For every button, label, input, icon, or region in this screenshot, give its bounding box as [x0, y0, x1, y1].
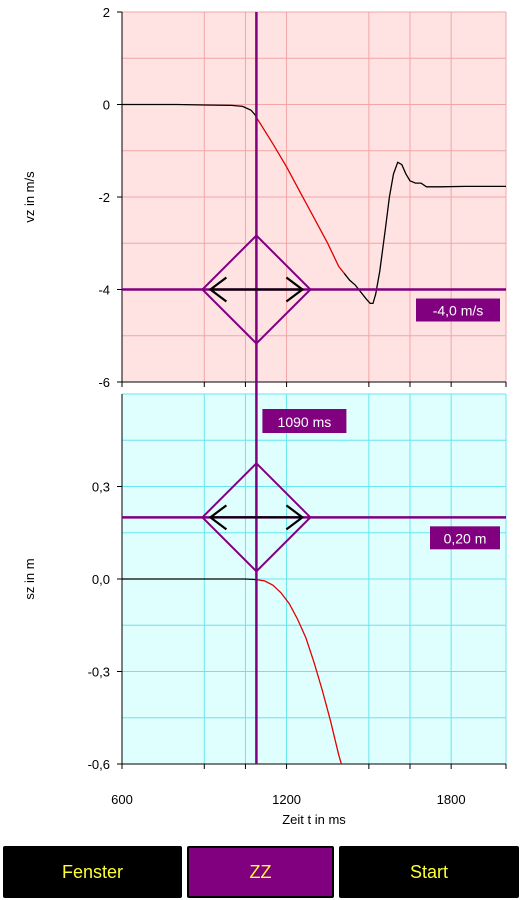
y-tick-label: -2 [98, 190, 110, 205]
velocity-drag-handle[interactable] [200, 234, 312, 345]
bottom-toolbar: Fenster ZZ Start [0, 843, 522, 900]
y-tick-label: 0 [103, 98, 110, 113]
measurement-cursors[interactable]: -4,0 m/s 0,20 m 1090 ms [122, 12, 506, 764]
y-tick-label: -4 [98, 283, 110, 298]
series-line-3 [343, 161, 506, 305]
x-tick-label: 1800 [437, 792, 466, 807]
series-line-2 [256, 578, 343, 765]
time-x-axis-label: Zeit t in ms [282, 812, 346, 827]
y-tick-label: 2 [103, 5, 110, 20]
x-tick-label: 600 [111, 792, 133, 807]
position-grid [121, 393, 507, 769]
position-series-group [122, 578, 343, 765]
velocity-series-group [122, 103, 506, 305]
position-value-badge [430, 526, 500, 550]
time-value-badge [262, 409, 347, 433]
y-tick-label: -0,3 [88, 665, 110, 680]
y-tick-label: -6 [98, 375, 110, 390]
velocity-panel: 2 0 -2 -4 -6 vz in m/s [22, 5, 507, 390]
position-y-axis-label: sz in m [22, 558, 37, 599]
series-line-2 [255, 117, 345, 274]
time-x-ticks: 600 1200 1800 [111, 792, 465, 807]
zz-button[interactable]: ZZ [187, 846, 334, 898]
position-value-label: 0,20 m [444, 530, 487, 546]
velocity-y-axis-label: vz in m/s [22, 171, 37, 223]
y-tick-label: -0,6 [88, 757, 110, 772]
fenster-button[interactable]: Fenster [3, 846, 182, 898]
velocity-y-ticks: 2 0 -2 -4 -6 [98, 5, 122, 390]
double-arrow-icon [208, 276, 305, 303]
y-tick-label: 0,3 [92, 480, 110, 495]
x-tick-label: 1200 [272, 792, 301, 807]
velocity-value-label: -4,0 m/s [433, 303, 484, 319]
double-arrow-icon [208, 504, 305, 531]
y-tick-label: 0,0 [92, 572, 110, 587]
time-value-label: 1090 ms [278, 414, 332, 430]
start-button[interactable]: Start [339, 846, 519, 898]
position-y-ticks: 0,3 0,0 -0,3 -0,6 [88, 480, 122, 772]
velocity-value-badge [416, 298, 500, 322]
series-line-1 [122, 103, 257, 118]
position-drag-handle[interactable] [200, 461, 312, 573]
series-line-1 [122, 578, 257, 581]
position-panel: 0,3 0,0 -0,3 -0,6 600 1200 1800 sz in m Zeit … [22, 393, 507, 827]
chart: 2 0 -2 -4 -6 vz in m/s 0,3 0,0 -0,3 -0,6 600 120… [22, 5, 507, 827]
